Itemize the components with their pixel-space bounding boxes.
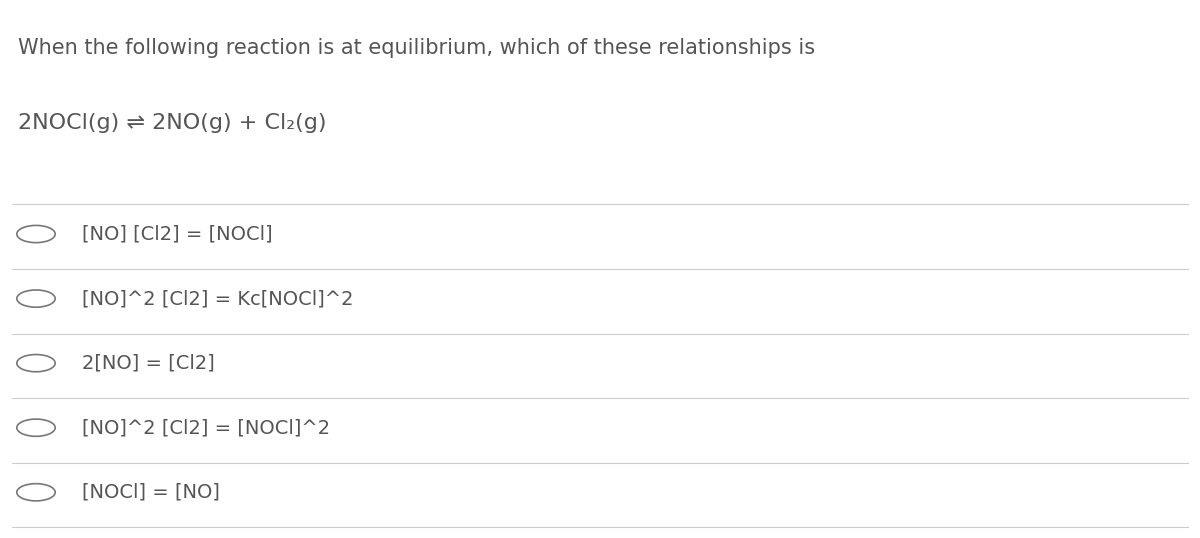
Text: 2NOCl(g) ⇌ 2NO(g) + Cl₂(g): 2NOCl(g) ⇌ 2NO(g) + Cl₂(g) [18, 113, 326, 133]
Text: [NO]^2 [Cl2] = Kc[NOCl]^2: [NO]^2 [Cl2] = Kc[NOCl]^2 [82, 289, 353, 308]
Text: [NO]^2 [Cl2] = [NOCl]^2: [NO]^2 [Cl2] = [NOCl]^2 [82, 418, 330, 437]
Text: 2[NO] = [Cl2]: 2[NO] = [Cl2] [82, 353, 215, 373]
Text: When the following reaction is at equilibrium, which of these relationships is: When the following reaction is at equili… [18, 38, 822, 58]
Text: [NOCl] = [NO]: [NOCl] = [NO] [82, 483, 220, 502]
Text: [NO] [Cl2] = [NOCl]: [NO] [Cl2] = [NOCl] [82, 224, 272, 244]
